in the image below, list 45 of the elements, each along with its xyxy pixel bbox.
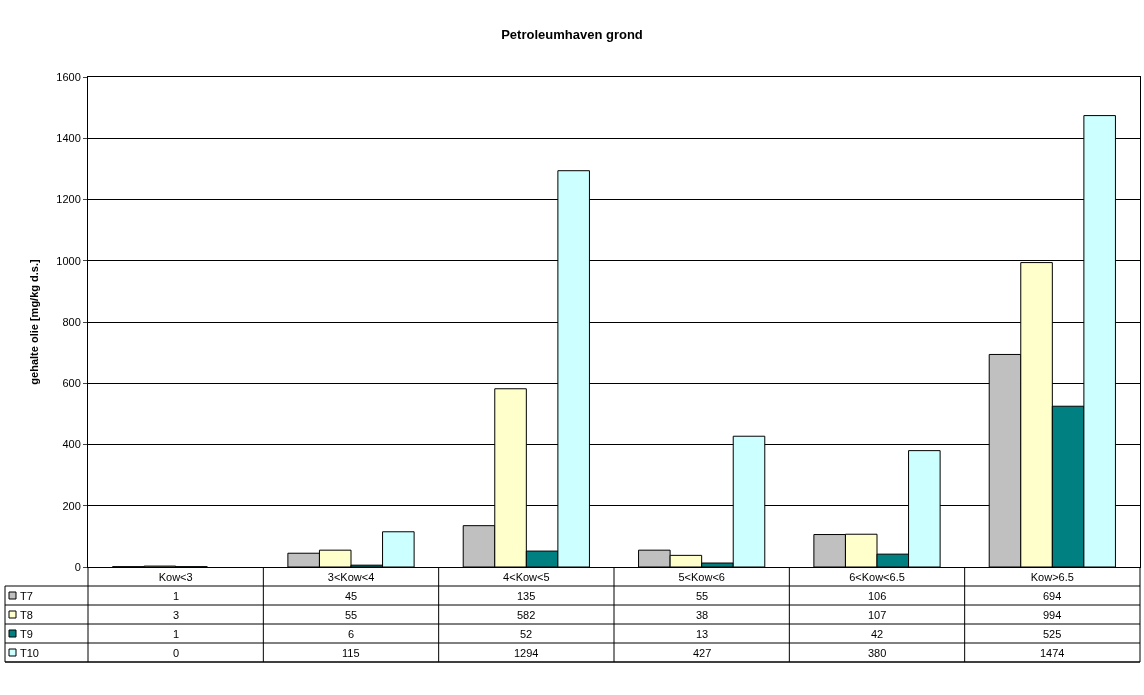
- data-label: 52: [520, 628, 533, 640]
- y-tick-label: 800: [62, 315, 81, 328]
- data-label: 525: [1043, 628, 1062, 640]
- data-label: 427: [693, 647, 712, 659]
- x-tick-label: 3<Kow<4: [327, 571, 375, 584]
- legend-label: T7: [20, 590, 33, 602]
- data-label: 1294: [514, 647, 539, 659]
- data-label: 694: [1043, 590, 1062, 602]
- y-tick-label: 1000: [56, 254, 81, 267]
- data-label: 6: [348, 628, 355, 640]
- x-tick-label: 4<Kow<5: [503, 571, 550, 584]
- x-tick-label: Kow>6.5: [1030, 571, 1074, 584]
- data-label: 1: [173, 590, 180, 602]
- data-label: 1474: [1040, 647, 1065, 659]
- x-tick-label: Kow<3: [158, 571, 193, 584]
- data-label: 0: [173, 647, 180, 659]
- legend-label: T9: [20, 628, 33, 640]
- data-label: 13: [696, 628, 709, 640]
- data-label: 1: [173, 628, 180, 640]
- data-label: 55: [696, 590, 709, 602]
- data-label: 582: [517, 609, 536, 621]
- y-tick-label: 400: [62, 438, 81, 451]
- y-axis-title: gehalte olie [mg/kg d.s.]: [27, 259, 40, 385]
- data-label: 106: [868, 590, 887, 602]
- data-label: 107: [868, 609, 887, 621]
- legend-label: T10: [20, 647, 39, 659]
- y-tick-label: 600: [62, 377, 81, 390]
- legend-label: T8: [20, 609, 33, 621]
- data-label: 42: [871, 628, 884, 640]
- data-label: 115: [342, 647, 360, 659]
- data-label: 55: [345, 609, 358, 621]
- y-tick-label: 0: [74, 560, 81, 573]
- y-tick-label: 1600: [56, 70, 81, 83]
- chart-title: Petroleumhaven grond: [501, 27, 643, 43]
- y-tick-label: 1400: [56, 132, 81, 145]
- x-tick-label: 6<Kow<6.5: [849, 571, 905, 584]
- x-tick-label: 5<Kow<6: [678, 571, 725, 584]
- data-label: 380: [868, 647, 887, 659]
- data-label: 38: [696, 609, 709, 621]
- data-label: 3: [173, 609, 180, 621]
- data-label: 135: [517, 590, 536, 602]
- data-label: 45: [345, 590, 358, 602]
- y-tick-label: 200: [62, 499, 81, 512]
- y-tick-label: 1200: [56, 193, 81, 206]
- data-label: 994: [1043, 609, 1062, 621]
